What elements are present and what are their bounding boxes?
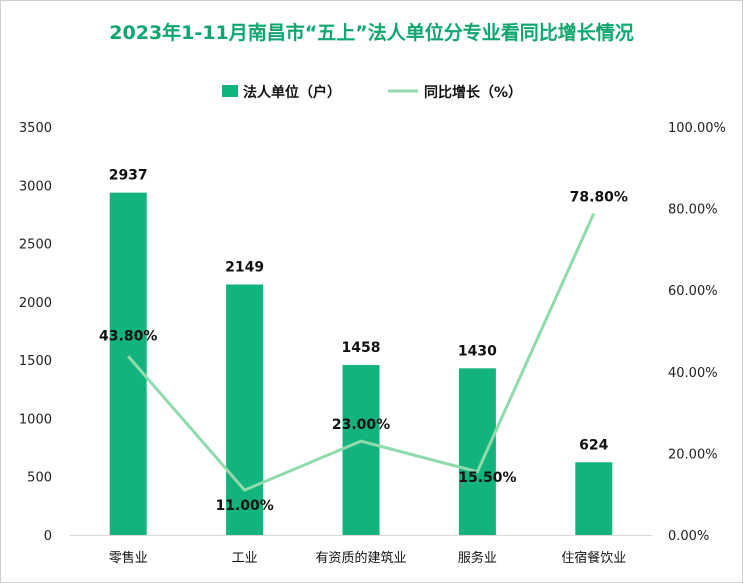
line-value-label: 23.00%: [332, 417, 390, 433]
x-category-label: 服务业: [458, 550, 497, 566]
y-left-tick-label: 1000: [19, 412, 52, 427]
y-left-tick-label: 3500: [19, 121, 52, 136]
x-category-label: 工业: [232, 551, 258, 566]
y-left-tick-label: 3000: [19, 179, 52, 194]
legend-bar-label: 法人单位（户）: [243, 84, 341, 101]
y-left-tick-label: 1500: [19, 354, 52, 369]
bar-value-label: 1458: [342, 340, 381, 356]
y-left-tick-label: 2500: [19, 238, 52, 253]
chart-title: 2023年1-11月南昌市“五上”法人单位分专业看同比增长情况: [109, 22, 634, 44]
bar: [342, 365, 380, 535]
x-category-label: 住宿餐饮业: [561, 550, 626, 566]
bar-value-label: 1430: [458, 343, 497, 359]
bar: [226, 284, 264, 535]
bar: [575, 462, 613, 535]
y-right-tick-label: 80.00%: [668, 203, 718, 218]
bar: [458, 368, 496, 535]
line-value-label: 43.80%: [99, 328, 157, 344]
bar-value-label: 624: [579, 437, 608, 453]
legend-bar-swatch: [222, 85, 238, 97]
line-value-label: 15.50%: [458, 470, 516, 486]
y-left-tick-label: 500: [27, 471, 52, 486]
y-right-tick-label: 40.00%: [668, 366, 718, 381]
line-value-label: 78.80%: [570, 189, 628, 205]
y-right-tick-label: 0.00%: [668, 529, 709, 544]
bar: [109, 192, 147, 536]
y-right-tick-label: 100.00%: [668, 121, 726, 136]
y-left-tick-label: 0: [44, 529, 52, 544]
growth-line: [127, 212, 596, 492]
bar-value-label: 2149: [225, 259, 264, 275]
x-category-label: 有资质的建筑业: [315, 550, 406, 566]
y-right-tick-label: 20.00%: [668, 447, 718, 462]
y-right-tick-label: 60.00%: [668, 284, 718, 299]
bar-value-label: 2937: [109, 168, 148, 184]
x-category-label: 零售业: [109, 550, 148, 566]
y-left-tick-label: 2000: [19, 296, 52, 311]
line-value-label: 11.00%: [215, 498, 273, 514]
legend-line-label: 同比增长（%）: [424, 84, 522, 101]
